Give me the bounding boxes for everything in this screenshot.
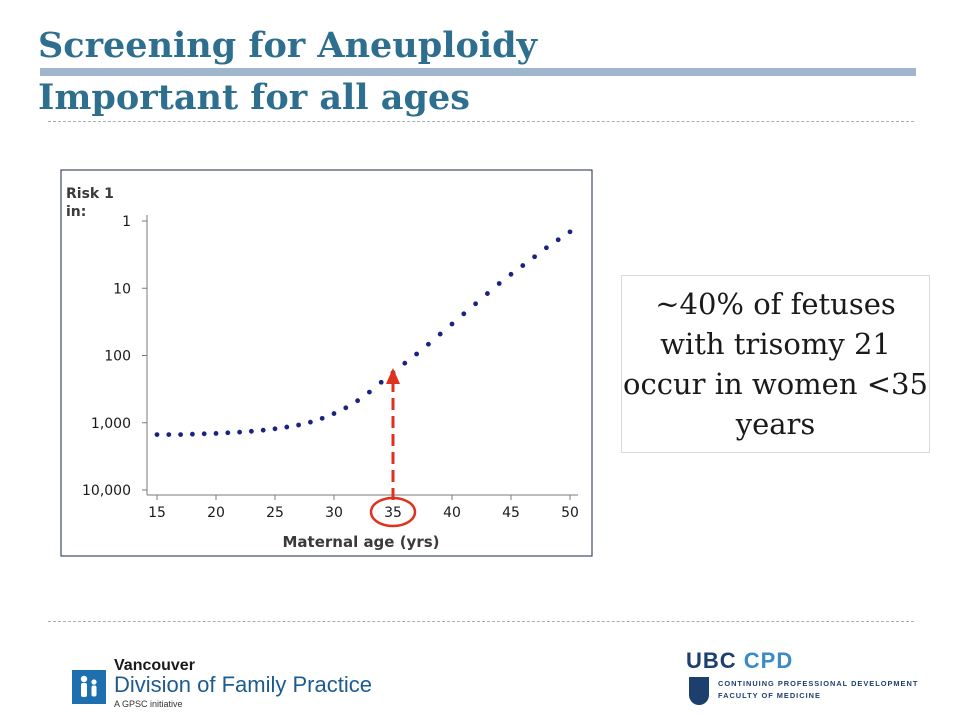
x-tick-label: 45 [502,505,520,521]
x-tick-label: 20 [207,505,225,521]
data-point [355,398,360,404]
data-point [508,271,514,277]
top-dashed-divider [48,121,914,122]
data-point [485,291,490,296]
vancouver-division-logo: Vancouver Division of Family Practice A … [72,656,372,716]
data-point [367,389,372,395]
data-point [178,432,184,437]
logo-text-cpd: CPD [743,648,794,673]
data-point [496,281,502,286]
y-tick-label: 10 [113,281,131,297]
x-tick-label: 50 [561,505,579,521]
data-point [402,360,408,366]
ubc-crest-icon [689,677,709,705]
data-point [272,426,278,432]
y-tick-label: 1 [122,214,131,230]
callout-box: ~40% of fetuses with trisomy 21 occur in… [621,275,930,453]
x-tick-label: 25 [266,505,284,521]
x-tick-label: 15 [148,505,166,521]
data-point [437,331,443,337]
data-point [532,254,537,260]
data-point [319,415,325,421]
data-point [308,419,313,425]
arrow-head [386,368,400,384]
chart-ticks: 1 10 100 1,000 10,000 15 20 25 30 35 40 45 50 [82,214,579,521]
highlight-circle [369,496,417,528]
bottom-dashed-divider [48,621,914,622]
data-point [555,237,561,243]
family-emblem-icon [72,670,106,704]
ubc-cpd-logo: UBC CPD CONTINUING PROFESSIONAL DEVELOPM… [686,648,926,710]
data-point [343,405,349,411]
data-point [166,432,172,437]
data-point [284,424,290,430]
logo-text-division: Division of Family Practice [114,672,372,697]
logo-text-ubc: UBC [686,648,737,673]
data-point [225,430,231,436]
logo-text-ubc-cpd: UBC CPD [686,648,793,674]
data-point [201,431,207,437]
y-axis-label-line-2: in: [66,204,86,220]
x-tick-label: 35 [384,505,402,521]
logo-text-gpsc: A GPSC initiative [114,699,183,709]
data-point [544,245,549,251]
x-axis-label: Maternal age (yrs) [282,533,439,551]
data-point [567,229,573,235]
data-point [237,429,243,435]
y-tick-label: 10,000 [82,483,131,499]
slide-title-line-1: Screening for Aneuploidy [38,25,537,66]
data-point [473,301,478,307]
y-axis-label-line-1: Risk 1 [66,186,114,202]
title-underline-bar [40,68,916,76]
data-point [449,321,455,327]
slide-title-line-2: Important for all ages [38,77,470,118]
x-tick-label: 40 [443,505,461,521]
y-tick-label: 100 [104,349,131,365]
logo-text-vancouver: Vancouver [114,657,195,674]
data-point [414,351,419,357]
data-point [296,422,301,428]
y-tick-label: 1,000 [91,416,131,432]
logo-text-cpd-full: CONTINUING PROFESSIONAL DEVELOPMENT [718,679,919,688]
data-point [520,263,526,268]
chart-frame [60,169,593,557]
data-point [461,311,467,317]
data-point [378,379,384,385]
data-point [331,411,337,416]
data-point [426,341,431,347]
x-tick-label: 30 [325,505,343,521]
callout-text: ~40% of fetuses with trisomy 21 occur in… [623,287,928,441]
age-35-annotation [369,368,417,528]
data-point [260,427,266,433]
data-point [154,432,160,437]
data-point [213,430,219,436]
data-point [249,428,254,434]
y-axis-label: Risk 1 in: [66,186,119,220]
logo-text-faculty: FACULTY OF MEDICINE [718,691,821,700]
data-point [190,431,195,437]
